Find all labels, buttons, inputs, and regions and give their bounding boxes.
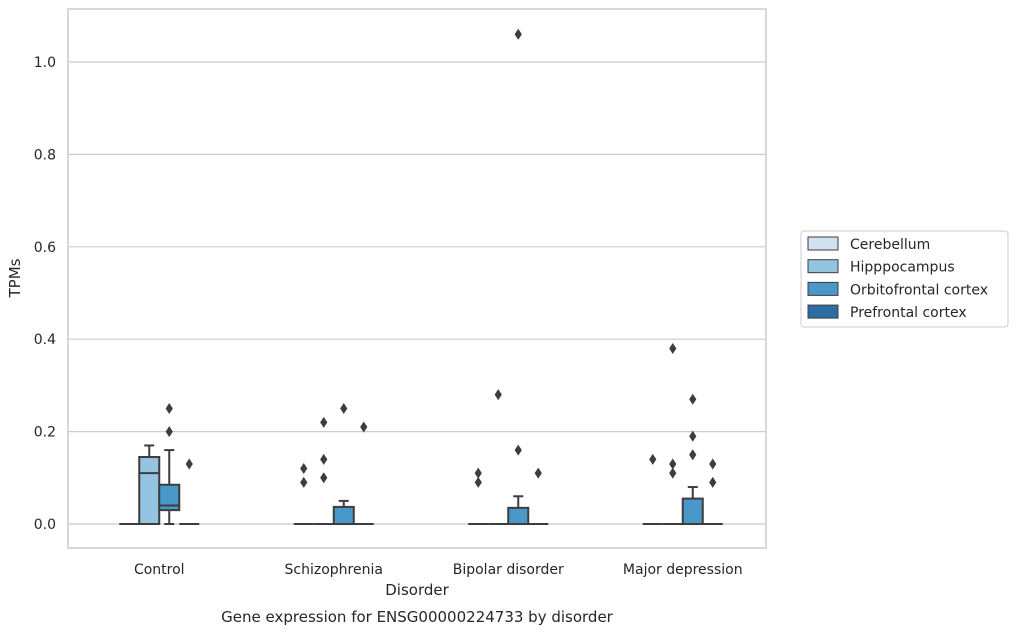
outlier-point <box>165 403 173 414</box>
outlier-point <box>165 426 173 438</box>
legend-label: Orbitofrontal cortex <box>850 282 988 298</box>
y-tick-label: 0.8 <box>34 147 56 163</box>
outlier-point <box>300 463 308 475</box>
box-cerebellum <box>293 463 314 525</box>
box-series <box>119 28 723 526</box>
legend-frame <box>800 230 1009 328</box>
box-prefrontal-cortex <box>353 421 374 525</box>
box <box>507 506 530 525</box>
y-tick-label: 0.2 <box>34 425 56 441</box>
box <box>332 505 355 526</box>
outlier-point <box>474 467 482 479</box>
outlier-point <box>669 458 677 470</box>
outlier-point <box>474 476 482 488</box>
outlier-point <box>360 421 368 433</box>
x-tick-label: Bipolar disorder <box>453 562 564 578</box>
outlier-point <box>689 430 697 442</box>
box-prefrontal-cortex <box>179 458 200 525</box>
box-cerebellum <box>468 467 489 525</box>
box <box>681 497 704 525</box>
y-axis-label: TPMs <box>6 258 24 298</box>
legend-swatch <box>807 236 839 251</box>
y-axis: 0.0 0.2 0.4 0.6 0.8 1.0 <box>34 55 56 533</box>
outlier-point <box>689 393 697 405</box>
legend-label: Cerebellum <box>850 237 930 253</box>
y-tick-label: 0.6 <box>34 240 56 256</box>
x-tick-label: Control <box>134 562 185 578</box>
box <box>158 483 181 512</box>
x-tick-label: Major depression <box>623 562 743 578</box>
box-hipppocampus <box>488 389 509 525</box>
x-tick-label: Schizophrenia <box>285 562 383 578</box>
outlier-point <box>689 449 697 461</box>
x-axis-label: Disorder <box>385 581 449 599</box>
box-hipppocampus <box>138 444 161 526</box>
outlier-point <box>709 476 717 488</box>
outlier-point <box>669 467 677 479</box>
outlier-point <box>669 342 677 354</box>
outlier-point <box>320 472 328 484</box>
outlier-point <box>300 476 308 488</box>
box-hipppocampus <box>662 342 683 525</box>
outlier-point <box>649 453 657 465</box>
box <box>138 456 161 526</box>
plot-area <box>67 8 767 549</box>
box-orbitofrontal-cortex <box>332 403 355 526</box>
box-orbitofrontal-cortex <box>681 393 704 525</box>
box-hipppocampus <box>313 416 334 525</box>
outlier-point <box>320 453 328 465</box>
outlier-point <box>514 28 522 40</box>
x-axis: Control Schizophrenia Bipolar disorder Majo… <box>134 562 743 578</box>
legend-swatch <box>807 304 839 319</box>
chart-title: Gene expression for ENSG00000224733 by d… <box>221 608 614 626</box>
box-prefrontal-cortex <box>702 458 723 525</box>
outlier-point <box>534 467 542 479</box>
grid-lines <box>68 61 766 525</box>
legend-label: Hipppocampus <box>850 260 955 276</box>
legend: Cerebellum Hipppocampus Orbitofrontal cort… <box>800 230 1009 328</box>
legend-swatch <box>807 281 839 296</box>
outlier-point <box>514 444 522 456</box>
y-tick-label: 0.4 <box>34 332 56 348</box>
outlier-point <box>320 416 328 428</box>
y-tick-label: 1.0 <box>34 55 56 71</box>
box-prefrontal-cortex <box>528 467 549 525</box>
box-cerebellum <box>642 453 663 525</box>
legend-swatch <box>807 259 839 274</box>
outlier-point <box>709 458 717 470</box>
outlier-point <box>340 403 348 414</box>
outlier-point <box>185 458 193 470</box>
outlier-point <box>494 389 502 401</box>
box-orbitofrontal-cortex <box>158 403 181 525</box>
legend-label: Prefrontal cortex <box>850 305 967 321</box>
box-orbitofrontal-cortex <box>507 28 530 525</box>
y-tick-label: 0.0 <box>34 517 56 533</box>
